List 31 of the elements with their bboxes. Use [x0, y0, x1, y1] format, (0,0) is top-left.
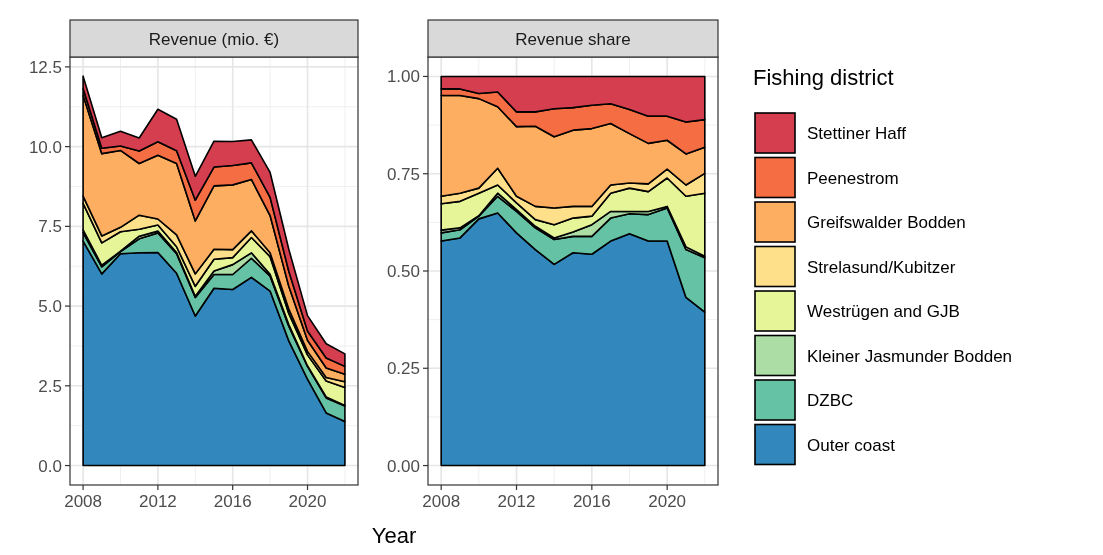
legend-label: DZBC — [807, 391, 854, 410]
y-tick-label: 0.0 — [38, 456, 62, 476]
y-tick-label: 1.00 — [386, 67, 420, 87]
legend-title: Fishing district — [753, 65, 894, 90]
x-tick-label: 2016 — [213, 492, 252, 511]
x-tick-label: 2020 — [288, 492, 327, 511]
x-tick-label: 2016 — [572, 492, 611, 511]
chart-title: Revenue (mio. €) — [148, 29, 280, 49]
y-tick-label: 12.5 — [28, 57, 62, 77]
legend-label: Stettiner Haff — [807, 124, 907, 143]
y-tick-label: 2.5 — [38, 376, 62, 396]
y-tick-label: 0.25 — [386, 359, 420, 379]
legend-label: Kleiner Jasmunder Bodden — [807, 346, 1013, 366]
x-tick-label: 2012 — [138, 492, 177, 511]
legend-label: Peenestrom — [807, 168, 899, 188]
chart-title: Revenue share — [515, 29, 631, 49]
legend-label: Greifswalder Bodden — [807, 213, 966, 232]
y-tick-label: 7.5 — [38, 217, 62, 237]
x-tick-label: 2012 — [497, 492, 536, 511]
x-axis-title: Year — [371, 523, 417, 548]
y-tick-label: 0.00 — [386, 456, 420, 476]
legend-label: Outer coast — [807, 435, 896, 455]
legend-label: Westrügen and GJB — [807, 302, 960, 321]
x-tick-label: 2008 — [64, 492, 102, 511]
y-tick-label: 5.0 — [38, 297, 62, 317]
x-tick-label: 2008 — [422, 492, 461, 511]
legend-label: Strelasund/Kubitzer — [807, 257, 956, 277]
x-tick-label: 2020 — [648, 492, 687, 511]
y-tick-label: 0.50 — [386, 262, 420, 281]
y-tick-label: 0.75 — [386, 164, 420, 184]
y-tick-label: 10.0 — [28, 137, 62, 157]
